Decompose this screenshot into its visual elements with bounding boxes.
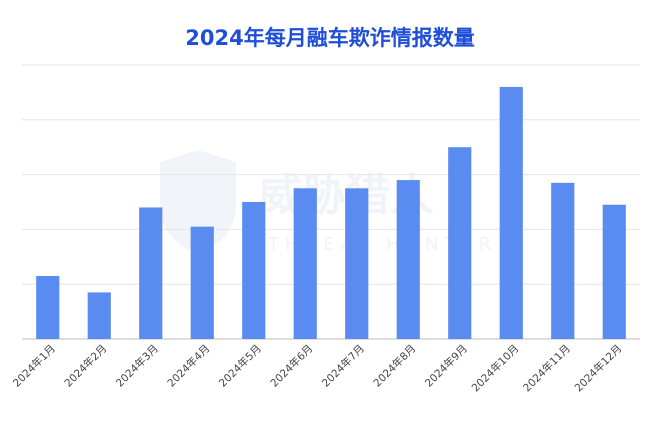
x-tick-label: 2024年2月 — [62, 342, 110, 390]
bar — [293, 188, 317, 339]
shield-icon — [160, 150, 236, 255]
x-tick-label: 2024年6月 — [268, 342, 316, 390]
x-axis-ticks: 2024年1月 2024年2月 2024年3月 2024年4月 2024年5月 2024年… — [10, 342, 624, 394]
grid-lines — [22, 64, 640, 340]
x-tick-label: 2024年12月 — [572, 342, 624, 394]
x-tick-label: 2024年4月 — [165, 342, 213, 390]
bar — [499, 86, 523, 339]
bar — [87, 292, 111, 339]
x-tick-label: 2024年5月 — [216, 342, 264, 390]
bar — [139, 207, 163, 339]
bar — [448, 147, 472, 339]
x-tick-label: 2024年10月 — [469, 342, 521, 394]
x-tick-label: 2024年11月 — [520, 342, 572, 394]
bar — [190, 226, 214, 339]
chart-title: 2024年每月融车欺诈情报数量 — [185, 26, 475, 50]
bar — [551, 182, 575, 339]
bar — [602, 204, 626, 339]
bar — [242, 202, 266, 339]
x-tick-label: 2024年3月 — [113, 342, 161, 390]
bars — [36, 86, 626, 339]
x-tick-label: 2024年7月 — [319, 342, 367, 390]
bar — [36, 275, 60, 339]
x-tick-label: 2024年8月 — [371, 342, 419, 390]
bar — [396, 180, 420, 339]
watermark-subtext: THREAT HUNTER — [267, 234, 497, 255]
x-tick-label: 2024年9月 — [422, 342, 470, 390]
x-tick-label: 2024年1月 — [10, 342, 58, 390]
bar — [345, 188, 369, 339]
